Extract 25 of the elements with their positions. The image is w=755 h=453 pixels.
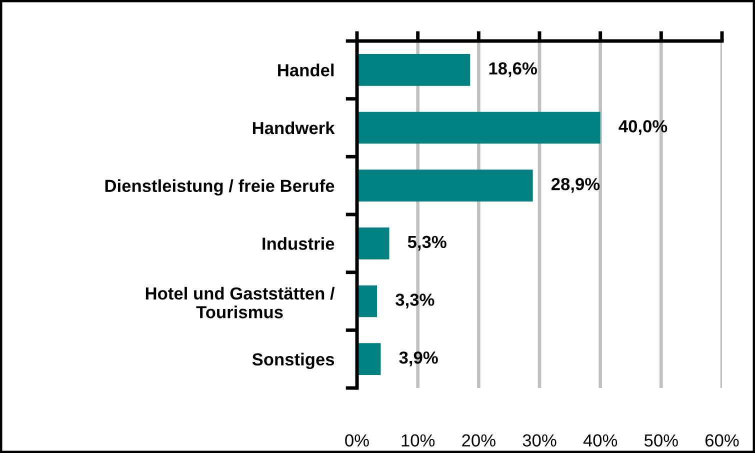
- x-tick-label: 60%: [706, 434, 739, 447]
- y-tick-label: Industrie: [262, 237, 334, 250]
- x-tick-label: 40%: [583, 434, 618, 447]
- x-tick-label: 10%: [402, 434, 435, 447]
- data-label: 3,3%: [396, 294, 434, 308]
- data-label: 5,3%: [408, 236, 446, 251]
- y-tick-label: Sonstiges: [252, 352, 334, 370]
- y-tick-label: Hotel und Gaststätten / Tourismus: [146, 286, 335, 318]
- bar: [357, 285, 378, 318]
- bar: [357, 170, 533, 202]
- x-tick-label: 50%: [644, 434, 678, 447]
- bar: [357, 54, 470, 86]
- y-tick-label: Handwerk: [252, 121, 335, 134]
- y-tick-label: Handel: [278, 64, 334, 76]
- data-label: 40,0%: [618, 120, 668, 135]
- x-tick-label: 20%: [462, 434, 496, 447]
- bar: [357, 112, 600, 144]
- bar: [357, 228, 390, 260]
- data-label: 3,9%: [399, 351, 438, 366]
- data-label: 28,9%: [551, 178, 600, 193]
- bar: [357, 343, 381, 375]
- data-label: 18,6%: [489, 62, 537, 78]
- y-tick-label: Dienstleistung / freie Berufe: [105, 179, 334, 196]
- x-tick-label: 0%: [345, 434, 369, 447]
- x-tick-label: 30%: [522, 434, 556, 447]
